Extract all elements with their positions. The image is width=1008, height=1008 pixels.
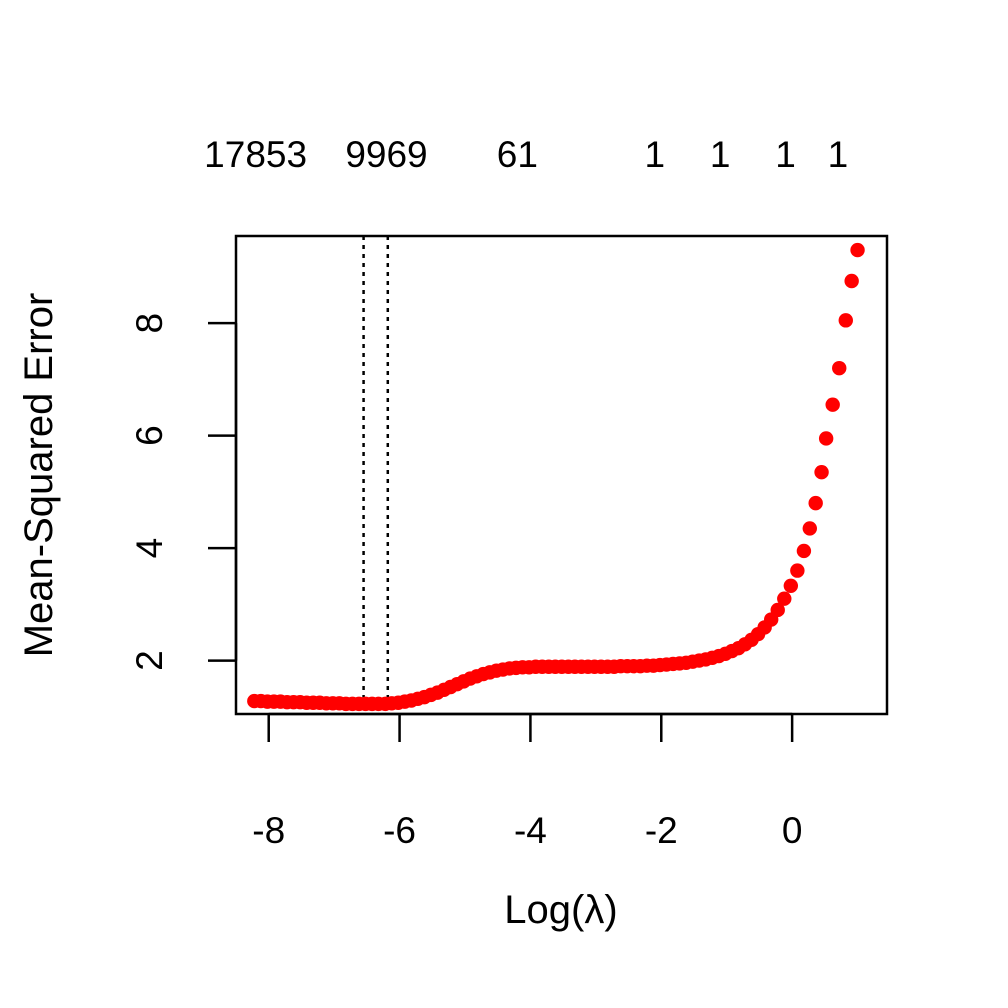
- mse-point: [808, 495, 823, 511]
- mse-point: [838, 313, 853, 328]
- mse-point: [814, 464, 829, 480]
- mse-point: [770, 602, 785, 618]
- x-tick-label: -2: [645, 810, 678, 851]
- mse-points: [247, 242, 865, 712]
- top-count-label: 17853: [204, 134, 307, 175]
- top-count-label: 9969: [345, 134, 427, 175]
- cv-lambda-lines: [362, 236, 390, 714]
- top-count-label: 1: [828, 134, 849, 175]
- y-tick-label: 2: [129, 650, 170, 671]
- top-axis-nonzero-counts: 17853 9969 61 1 1 1 1: [204, 134, 848, 175]
- mse-point: [832, 360, 847, 376]
- y-axis: 2 4 6 8: [129, 313, 238, 671]
- x-tick-label: -8: [252, 810, 285, 851]
- mse-point: [796, 543, 812, 559]
- x-tick-label: -6: [383, 810, 416, 851]
- mse-point: [802, 521, 817, 536]
- mse-point: [777, 591, 792, 606]
- y-tick-label: 4: [129, 538, 170, 559]
- y-tick-label: 8: [129, 313, 170, 334]
- top-count-label: 1: [710, 134, 731, 175]
- x-axis: -8 -6 -4 -2 0: [252, 712, 803, 851]
- y-tick-label: 6: [129, 425, 170, 446]
- x-axis-title: Log(λ): [504, 888, 617, 932]
- mse-point: [844, 273, 859, 289]
- mse-point: [790, 563, 805, 578]
- top-count-label: 61: [497, 134, 538, 175]
- mse-point: [783, 578, 799, 593]
- y-axis-title: Mean-Squared Error: [17, 293, 61, 658]
- top-count-label: 1: [775, 134, 796, 175]
- mse-point: [850, 242, 865, 258]
- plot-border: [234, 234, 889, 716]
- x-tick-label: -4: [514, 810, 547, 851]
- x-tick-label: 0: [782, 810, 803, 851]
- top-count-label: 1: [644, 134, 665, 175]
- mse-point: [818, 431, 834, 446]
- mse-point: [825, 397, 840, 412]
